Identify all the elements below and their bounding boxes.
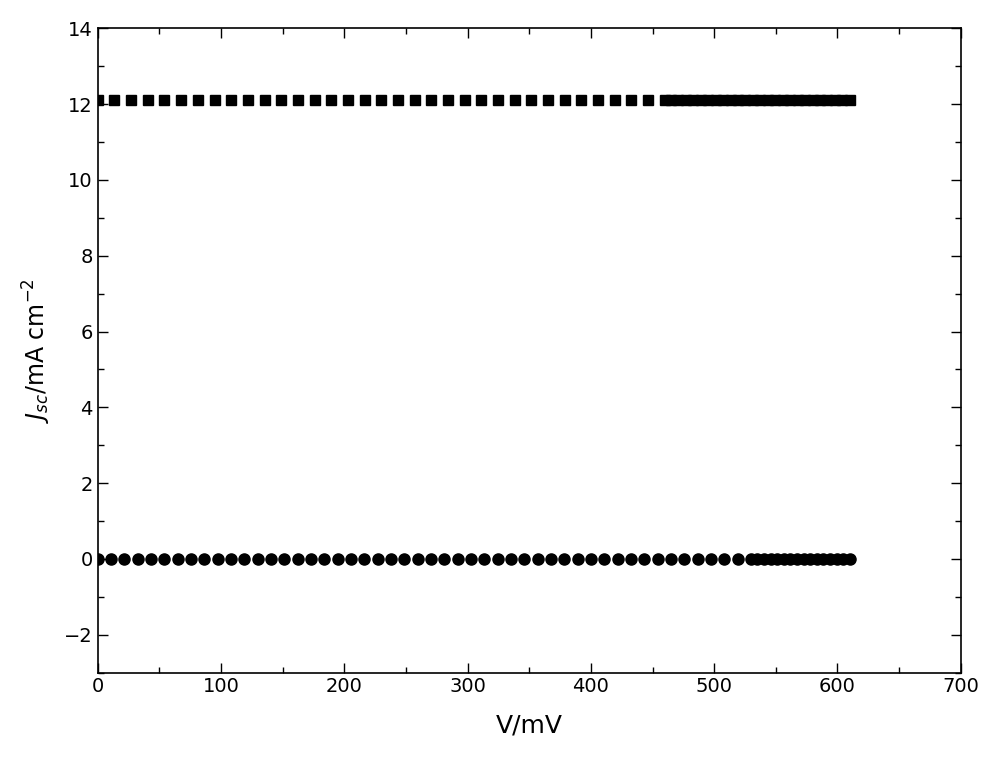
X-axis label: V/mV: V/mV <box>496 713 563 738</box>
Y-axis label: $J_{sc}$/mA cm$^{-2}$: $J_{sc}$/mA cm$^{-2}$ <box>21 278 53 423</box>
